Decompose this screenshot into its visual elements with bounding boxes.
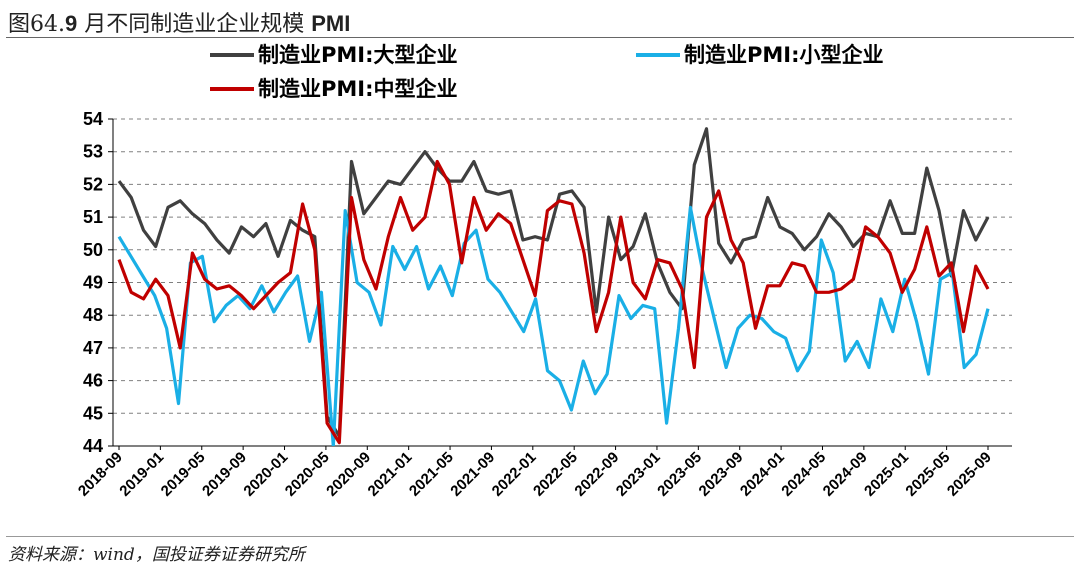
x-tick-label-2020-09: 2020-09 — [323, 449, 374, 500]
x-tick-label-2019-09: 2019-09 — [199, 449, 250, 500]
x-tick-label-2018-09: 2018-09 — [75, 449, 126, 500]
y-tick-label-46: 46 — [83, 371, 103, 391]
x-tick-label-2021-09: 2021-09 — [447, 449, 498, 500]
legend-label-medium: 制造业PMI:中型企业 — [258, 77, 458, 101]
y-tick-label-44: 44 — [83, 436, 103, 456]
y-tick-label-50: 50 — [83, 240, 103, 260]
y-tick-label-47: 47 — [83, 338, 103, 358]
figure-title-text: 月不同制造业企业规模 — [77, 12, 312, 37]
legend-label-large: 制造业PMI:大型企业 — [258, 43, 458, 67]
series-line-small — [117, 205, 990, 446]
figure-title-number: 9 — [65, 11, 78, 36]
series-line-medium — [117, 159, 990, 445]
y-tick-label-52: 52 — [83, 174, 103, 194]
y-tick-label-51: 51 — [83, 207, 103, 227]
x-tick-label-2023-01: 2023-01 — [613, 449, 664, 500]
footer-divider — [6, 536, 1074, 537]
y-tick-label-45: 45 — [83, 403, 103, 423]
x-tick-label-2025-09: 2025-09 — [944, 449, 995, 500]
x-tick-label-2025-01: 2025-01 — [861, 449, 912, 500]
y-tick-label-49: 49 — [83, 273, 103, 293]
x-tick-label-2024-05: 2024-05 — [778, 449, 829, 500]
y-tick-label-48: 48 — [83, 305, 103, 325]
x-tick-label-2023-05: 2023-05 — [654, 449, 705, 500]
x-tick-label-2020-05: 2020-05 — [282, 449, 333, 500]
title-divider — [6, 37, 1074, 38]
x-tick-label-2019-05: 2019-05 — [158, 449, 209, 500]
x-tick-label-2025-05: 2025-05 — [902, 449, 953, 500]
x-tick-label-2024-01: 2024-01 — [737, 449, 788, 500]
x-tick-label-2024-09: 2024-09 — [820, 449, 871, 500]
x-tick-label-2021-01: 2021-01 — [365, 449, 416, 500]
source-note: 资料来源：wind，国投证券证券研究所 — [8, 545, 305, 565]
legend-label-small: 制造业PMI:小型企业 — [684, 43, 884, 67]
y-axis: 44 45 46 47 48 49 50 51 52 53 54 — [83, 109, 114, 456]
figure-title-suffix: PMI — [311, 11, 351, 36]
y-tick-label-54: 54 — [83, 109, 103, 129]
figure-title-prefix: 图64. — [8, 12, 65, 37]
x-axis: 2018-092019-012019-052019-092020-012020-… — [75, 445, 1012, 500]
figure-title: 图64.9 月不同制造业企业规模 PMI — [8, 6, 350, 38]
x-tick-label-2020-01: 2020-01 — [240, 449, 291, 500]
series-line-large — [117, 127, 990, 438]
chart-series — [117, 127, 990, 446]
x-tick-label-2021-05: 2021-05 — [406, 449, 457, 500]
x-tick-label-2022-09: 2022-09 — [571, 449, 622, 500]
chart-gridlines — [113, 118, 1012, 414]
y-tick-label-53: 53 — [83, 142, 103, 162]
x-tick-label-2023-09: 2023-09 — [696, 449, 747, 500]
x-tick-label-2022-05: 2022-05 — [530, 449, 581, 500]
x-tick-label-2022-01: 2022-01 — [489, 449, 540, 500]
x-tick-label-2019-01: 2019-01 — [116, 449, 167, 500]
